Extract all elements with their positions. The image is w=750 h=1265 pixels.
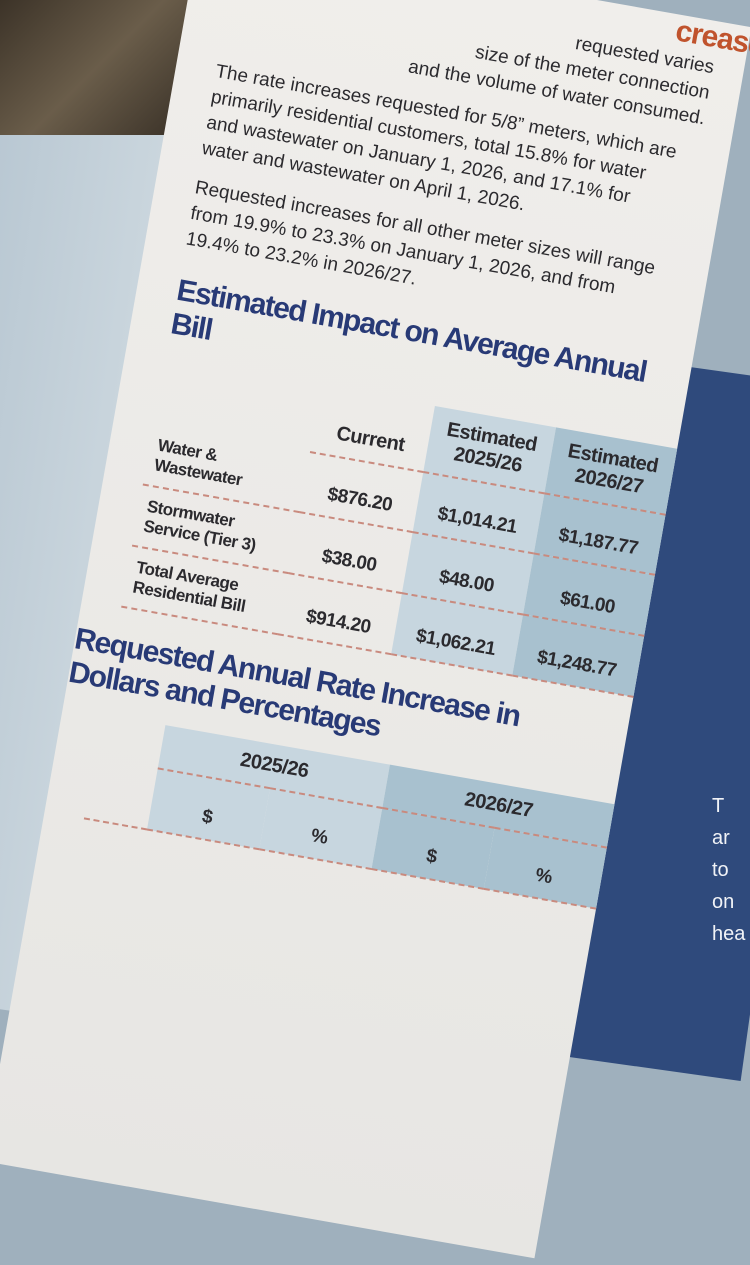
side-panel-text: T ar to on hea [712, 790, 745, 950]
side-line: T [712, 795, 725, 817]
side-line: to [712, 859, 729, 881]
side-line: on [712, 891, 735, 913]
corner [83, 757, 159, 830]
side-line: ar [712, 827, 730, 849]
side-line: hea [712, 923, 746, 945]
